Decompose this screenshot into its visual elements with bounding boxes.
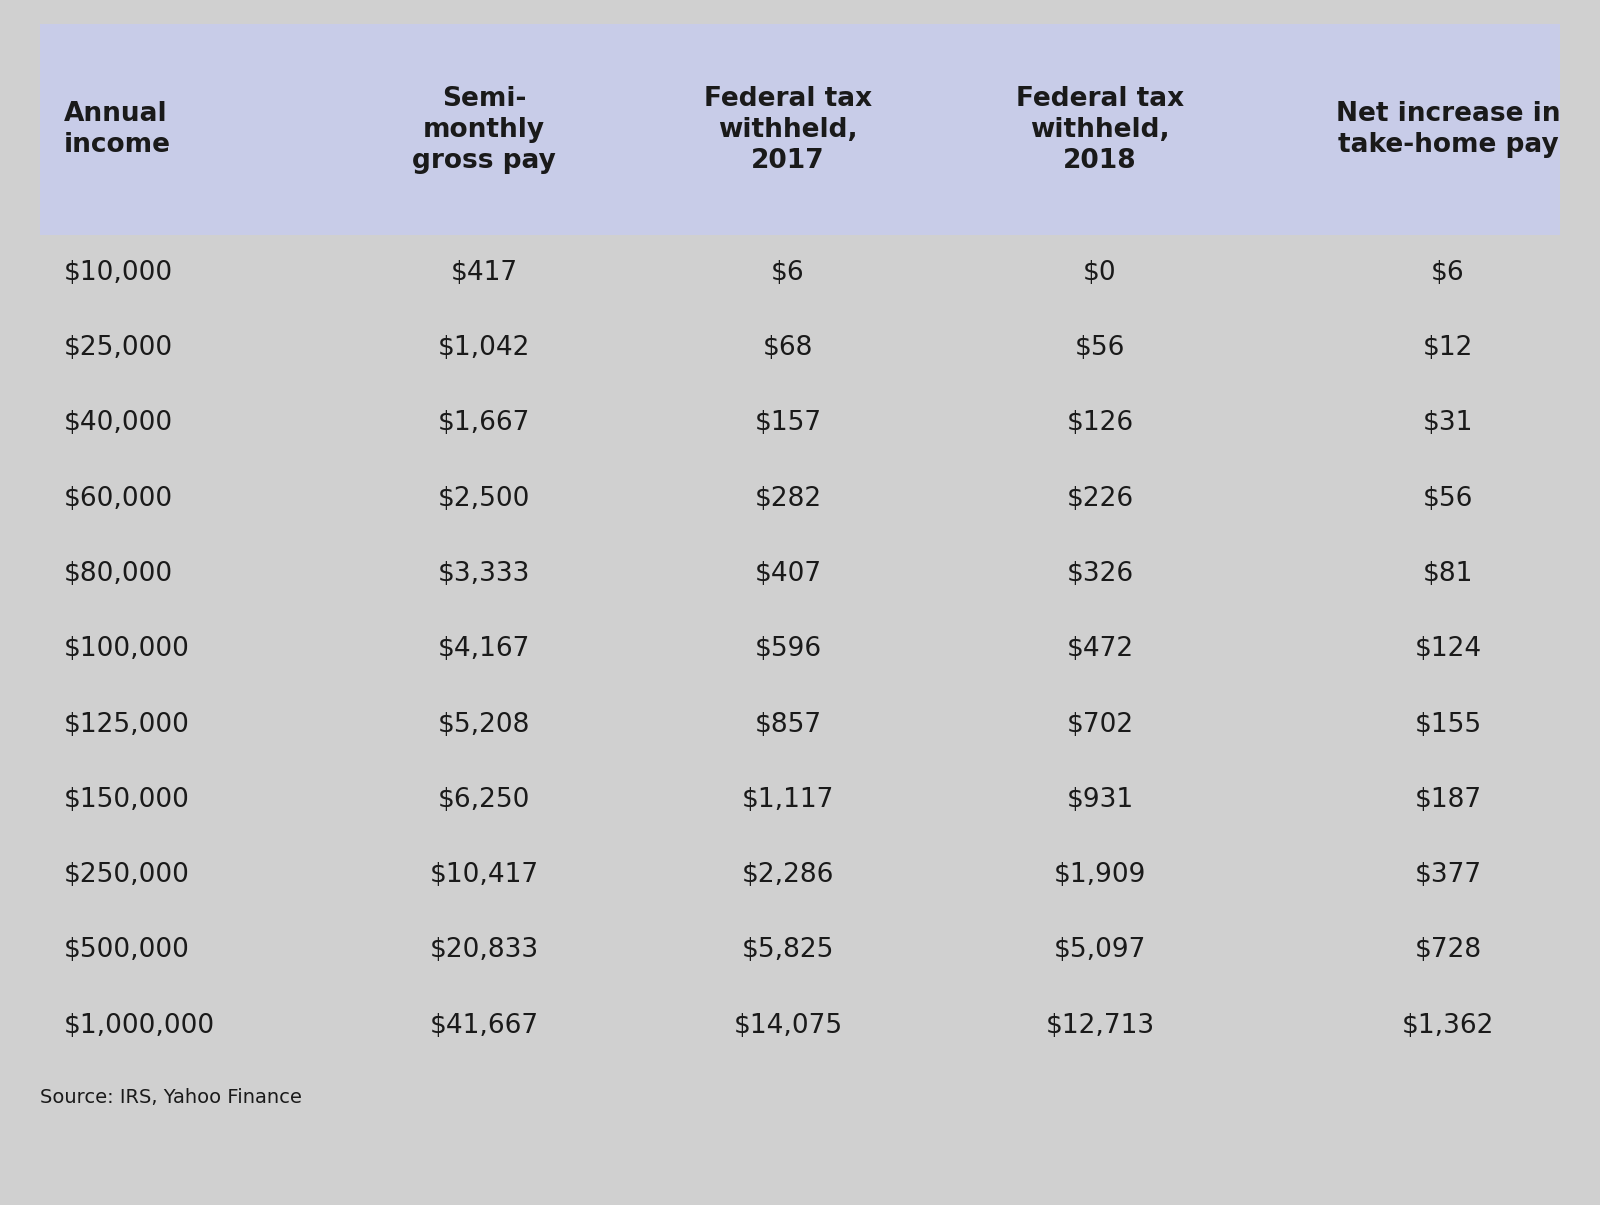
Text: $702: $702 bbox=[1067, 711, 1133, 737]
FancyBboxPatch shape bbox=[40, 235, 1560, 1064]
Text: $250,000: $250,000 bbox=[64, 862, 190, 888]
Text: $377: $377 bbox=[1414, 862, 1482, 888]
Text: Source: IRS, Yahoo Finance: Source: IRS, Yahoo Finance bbox=[40, 1088, 302, 1106]
Text: $6,250: $6,250 bbox=[438, 787, 530, 813]
Text: $41,667: $41,667 bbox=[429, 1012, 539, 1039]
Text: $728: $728 bbox=[1414, 937, 1482, 964]
Text: $125,000: $125,000 bbox=[64, 711, 190, 737]
Text: $931: $931 bbox=[1067, 787, 1133, 813]
Text: $25,000: $25,000 bbox=[64, 335, 173, 361]
Text: $12: $12 bbox=[1422, 335, 1474, 361]
Text: $68: $68 bbox=[763, 335, 813, 361]
Text: $1,117: $1,117 bbox=[742, 787, 834, 813]
Text: $124: $124 bbox=[1414, 636, 1482, 663]
Text: $14,075: $14,075 bbox=[733, 1012, 843, 1039]
Text: $157: $157 bbox=[755, 410, 821, 436]
Text: $10,000: $10,000 bbox=[64, 259, 173, 286]
Text: $1,667: $1,667 bbox=[438, 410, 530, 436]
Text: Federal tax
withheld,
2017: Federal tax withheld, 2017 bbox=[704, 86, 872, 174]
Text: $857: $857 bbox=[755, 711, 821, 737]
Text: $407: $407 bbox=[755, 560, 821, 587]
Text: $2,500: $2,500 bbox=[438, 486, 530, 512]
Text: Annual
income: Annual income bbox=[64, 101, 171, 158]
Text: $4,167: $4,167 bbox=[438, 636, 530, 663]
Text: $1,909: $1,909 bbox=[1054, 862, 1146, 888]
Text: $100,000: $100,000 bbox=[64, 636, 190, 663]
Text: Federal tax
withheld,
2018: Federal tax withheld, 2018 bbox=[1016, 86, 1184, 174]
Text: $81: $81 bbox=[1422, 560, 1474, 587]
Text: $5,097: $5,097 bbox=[1054, 937, 1146, 964]
Text: $20,833: $20,833 bbox=[429, 937, 539, 964]
Text: $0: $0 bbox=[1083, 259, 1117, 286]
Text: $31: $31 bbox=[1422, 410, 1474, 436]
Text: $40,000: $40,000 bbox=[64, 410, 173, 436]
Text: $6: $6 bbox=[771, 259, 805, 286]
Text: $6: $6 bbox=[1430, 259, 1466, 286]
Text: $326: $326 bbox=[1067, 560, 1133, 587]
Text: $187: $187 bbox=[1414, 787, 1482, 813]
Text: Semi-
monthly
gross pay: Semi- monthly gross pay bbox=[413, 86, 555, 174]
Text: $500,000: $500,000 bbox=[64, 937, 190, 964]
Text: $2,286: $2,286 bbox=[742, 862, 834, 888]
Text: $596: $596 bbox=[755, 636, 821, 663]
Text: $12,713: $12,713 bbox=[1045, 1012, 1155, 1039]
Text: $56: $56 bbox=[1422, 486, 1474, 512]
Text: $10,417: $10,417 bbox=[429, 862, 539, 888]
Text: $150,000: $150,000 bbox=[64, 787, 190, 813]
Text: $1,000,000: $1,000,000 bbox=[64, 1012, 214, 1039]
Text: $1,042: $1,042 bbox=[438, 335, 530, 361]
Text: $56: $56 bbox=[1075, 335, 1125, 361]
Text: $155: $155 bbox=[1414, 711, 1482, 737]
Text: $126: $126 bbox=[1067, 410, 1133, 436]
Text: $417: $417 bbox=[451, 259, 517, 286]
Text: $60,000: $60,000 bbox=[64, 486, 173, 512]
Text: $80,000: $80,000 bbox=[64, 560, 173, 587]
FancyBboxPatch shape bbox=[40, 24, 1560, 235]
Text: $282: $282 bbox=[755, 486, 821, 512]
Text: $1,362: $1,362 bbox=[1402, 1012, 1494, 1039]
Text: $472: $472 bbox=[1067, 636, 1133, 663]
Text: $3,333: $3,333 bbox=[438, 560, 530, 587]
Text: $226: $226 bbox=[1067, 486, 1133, 512]
Text: Net increase in
take-home pay: Net increase in take-home pay bbox=[1336, 101, 1560, 158]
Text: $5,208: $5,208 bbox=[438, 711, 530, 737]
Text: $5,825: $5,825 bbox=[742, 937, 834, 964]
